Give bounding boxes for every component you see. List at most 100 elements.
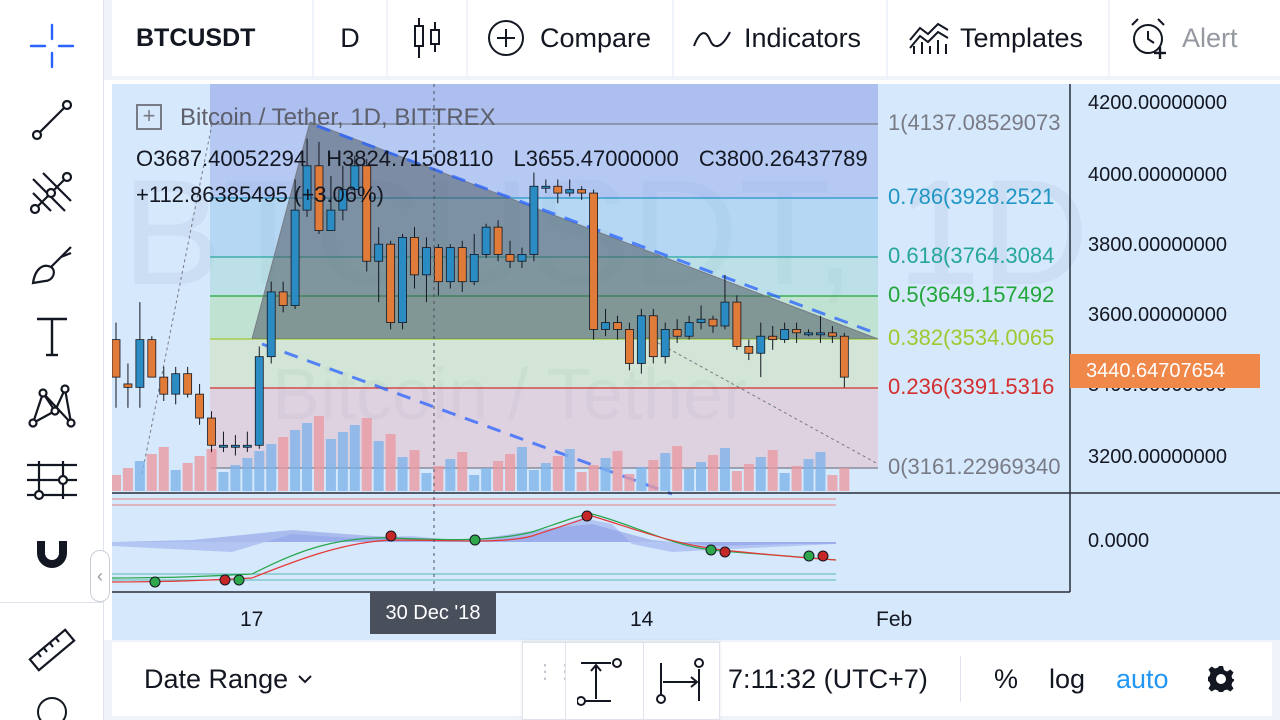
bottom-toolbar: Date Range 7:11:32 (UTC+7) % log auto xyxy=(104,640,1280,720)
compare-button[interactable]: Compare xyxy=(468,0,672,76)
volume-bar xyxy=(134,461,145,491)
candle-body xyxy=(386,243,396,323)
candle-body xyxy=(601,322,610,330)
crosshair-date-badge: 30 Dec '18 xyxy=(370,592,496,634)
candle-body xyxy=(481,226,491,255)
drawing-toolbar: ‹ xyxy=(0,0,110,720)
volume-bar xyxy=(755,457,766,491)
log-label: log xyxy=(1049,663,1086,694)
volume-bar xyxy=(779,473,790,491)
auto-scale-button[interactable]: auto xyxy=(1116,642,1169,716)
volume-bar xyxy=(576,472,587,491)
chart-pane[interactable]: BTCUSDT, 1D Bitcoin / Tether xyxy=(112,84,1280,640)
candle-body xyxy=(159,376,169,395)
volume-bar xyxy=(445,459,456,491)
candle-body xyxy=(589,192,599,330)
ruler-icon[interactable] xyxy=(22,620,82,680)
templates-button[interactable]: Templates xyxy=(888,0,1108,76)
volume-bar xyxy=(624,474,635,491)
symbol-search-button[interactable]: BTCUSDT xyxy=(112,0,312,76)
candle-body xyxy=(350,165,360,191)
volume-bar xyxy=(313,416,324,491)
date-range-button[interactable]: Date Range xyxy=(144,642,314,716)
volume-bar xyxy=(528,470,539,491)
volume-bar xyxy=(218,472,229,491)
crosshair-icon[interactable] xyxy=(22,16,82,76)
volume-bar xyxy=(552,456,563,491)
volume-bar xyxy=(122,468,133,491)
indicator-pane[interactable] xyxy=(112,498,837,588)
settings-button[interactable] xyxy=(1206,642,1236,716)
volume-bar xyxy=(146,454,157,491)
candle-body xyxy=(410,236,419,276)
candle-body xyxy=(684,322,694,337)
volume-bar xyxy=(564,449,575,491)
date-range-icon[interactable] xyxy=(655,657,707,712)
magnet-icon[interactable] xyxy=(22,520,82,580)
pitchfork-icon[interactable] xyxy=(22,162,82,222)
log-scale-button[interactable]: log xyxy=(1049,642,1085,716)
text-icon[interactable] xyxy=(22,306,82,366)
volume-bar xyxy=(481,468,492,491)
clock-display[interactable]: 7:11:32 (UTC+7) xyxy=(728,642,928,716)
zoom-icon[interactable] xyxy=(22,692,82,720)
candle-body xyxy=(804,332,813,336)
price-range-icon[interactable] xyxy=(576,657,623,712)
trend-line-icon[interactable] xyxy=(22,90,82,150)
candle-body xyxy=(147,339,157,378)
candlestick-series[interactable] xyxy=(112,138,849,456)
volume-bar xyxy=(648,460,659,491)
drag-handle-icon[interactable]: ⋮⋮ xyxy=(535,661,575,683)
price-tick: 3600.00000000 xyxy=(1088,304,1228,326)
brush-icon[interactable] xyxy=(22,234,82,294)
volume-bar xyxy=(457,452,468,491)
candle-body xyxy=(839,335,849,378)
top-toolbar: BTCUSDT D Compare Indica xyxy=(104,0,1280,80)
volume-histogram xyxy=(112,416,850,491)
volume-bar xyxy=(708,455,718,491)
candle-body xyxy=(207,417,216,446)
volume-bar xyxy=(505,454,516,491)
fib-zone xyxy=(210,339,878,388)
chevron-down-icon xyxy=(298,675,312,684)
chart-canvas[interactable]: BTCUSDT, 1D Bitcoin / Tether xyxy=(112,84,1280,640)
triangle-drawing[interactable] xyxy=(252,122,878,339)
alert-label: Alert xyxy=(1182,22,1238,53)
candle-body xyxy=(828,332,837,337)
high-value: H3824.71508110 xyxy=(326,146,494,171)
indicators-button[interactable]: Indicators xyxy=(674,0,886,76)
candle-body xyxy=(302,165,312,211)
candle-body xyxy=(529,185,539,255)
volume-bar xyxy=(493,461,504,491)
interval-button[interactable]: D xyxy=(314,0,386,76)
volume-bar xyxy=(469,475,480,491)
candle-body xyxy=(457,247,467,283)
volume-bar xyxy=(516,447,527,491)
volume-bar xyxy=(266,444,277,491)
price-tick: 4200.00000000 xyxy=(1088,92,1228,114)
price-tick: 3800.00000000 xyxy=(1088,234,1228,256)
chart-legend-title[interactable]: + Bitcoin / Tether, 1D, BITTREX xyxy=(136,103,496,132)
volume-bar xyxy=(815,452,826,491)
fib-level-label: 0.382(3534.0065 xyxy=(888,325,1055,350)
volume-bar xyxy=(397,457,408,491)
floating-drawing-tools: ⋮⋮ xyxy=(522,642,720,720)
volume-bar xyxy=(194,456,205,491)
candle-body xyxy=(469,254,479,283)
pattern-icon[interactable] xyxy=(22,376,82,436)
candle-body xyxy=(744,346,754,354)
chart-type-button[interactable] xyxy=(388,0,466,76)
fib-level-label: 0.5(3649.157492 xyxy=(888,282,1055,307)
prediction-icon[interactable] xyxy=(22,450,82,510)
candle-body xyxy=(362,165,372,262)
time-tick-feb: Feb xyxy=(876,608,913,631)
percent-scale-button[interactable]: % xyxy=(994,642,1018,716)
close-value: C3800.26437789 xyxy=(698,146,868,171)
collapse-toolbar-handle[interactable]: ‹ xyxy=(90,550,110,602)
volume-bar xyxy=(612,451,623,491)
alert-button[interactable]: Alert xyxy=(1110,0,1280,76)
indicators-label: Indicators xyxy=(744,22,862,53)
candle-body xyxy=(433,247,443,283)
legend-toggle-icon[interactable]: + xyxy=(136,103,162,130)
volume-bar xyxy=(803,459,814,491)
